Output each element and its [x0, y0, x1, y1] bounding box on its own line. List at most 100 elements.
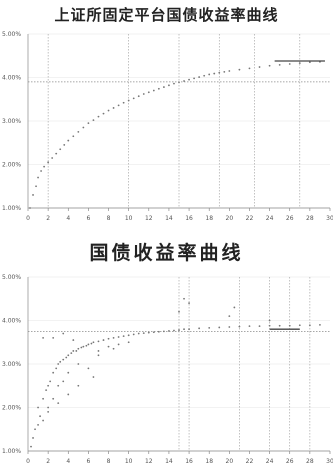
data-point	[278, 63, 281, 66]
data-point	[132, 333, 135, 336]
data-point	[127, 99, 130, 102]
data-point	[238, 325, 241, 328]
data-point	[67, 354, 70, 357]
x-tick-label: 2	[46, 215, 50, 222]
data-point	[178, 329, 180, 331]
y-tick-label: 1.00%	[2, 448, 21, 455]
data-point	[208, 73, 211, 76]
data-point	[34, 428, 36, 431]
x-tick-label: 10	[125, 458, 133, 465]
data-point	[55, 152, 58, 155]
data-point	[288, 63, 291, 65]
data-point	[92, 119, 95, 122]
chart-title: 上证所固定平台国债收益率曲线	[54, 6, 279, 24]
data-point	[163, 86, 165, 88]
data-point	[42, 419, 44, 422]
y-tick-label: 5.00%	[2, 274, 21, 281]
chart-plot: 1.00%2.00%3.00%4.00%5.00%0 2 4 6 8 10 12 14 16 18…	[2, 274, 333, 465]
data-point	[188, 302, 190, 304]
data-point	[52, 337, 55, 339]
data-point	[228, 70, 231, 72]
data-point	[203, 74, 206, 77]
x-tick-label: 16	[185, 215, 193, 222]
data-point	[72, 339, 75, 341]
chart-title: 国债收益率曲线	[89, 242, 244, 264]
x-tick-label: 6	[86, 458, 90, 465]
data-point	[163, 330, 165, 333]
data-point	[57, 402, 60, 405]
x-tick-label: 8	[107, 458, 111, 465]
data-point	[97, 115, 100, 118]
data-point	[107, 109, 110, 112]
data-point	[183, 297, 185, 300]
x-tick-label: 26	[286, 215, 294, 222]
x-tick-label: 20	[226, 458, 234, 465]
x-tick-label: 18	[205, 215, 213, 222]
data-point	[37, 424, 39, 426]
data-point	[288, 324, 291, 327]
data-point	[147, 331, 150, 334]
data-point	[142, 93, 145, 95]
x-tick-label: 30	[326, 215, 333, 222]
data-point	[62, 380, 65, 383]
data-point	[32, 194, 34, 196]
data-point	[127, 341, 130, 344]
data-point	[42, 337, 44, 339]
x-tick-label: 22	[246, 458, 254, 465]
data-point	[40, 170, 42, 172]
data-point	[157, 87, 160, 90]
data-point	[67, 371, 70, 374]
y-tick-label: 4.00%	[2, 318, 21, 325]
x-tick-label: 6	[86, 215, 90, 222]
data-point	[122, 335, 125, 338]
data-point	[63, 144, 66, 146]
data-point	[59, 148, 62, 151]
y-tick-label: 5.00%	[2, 31, 21, 38]
data-point	[30, 445, 32, 448]
x-tick-label: 16	[185, 458, 193, 465]
y-tick-label: 4.00%	[2, 75, 21, 82]
data-point	[137, 332, 140, 335]
data-point	[43, 165, 46, 168]
y-tick-label: 1.00%	[2, 205, 21, 212]
data-point	[278, 324, 281, 327]
y-tick-label: 3.00%	[2, 118, 21, 125]
data-point	[47, 410, 50, 413]
x-tick-label: 0	[26, 215, 30, 222]
x-tick-label: 0	[26, 458, 30, 465]
x-tick-label: 8	[107, 215, 111, 222]
data-point	[39, 415, 41, 418]
data-point	[65, 356, 68, 359]
chart-plot: 1.00%2.00%3.00%4.00%5.00%0 2 4 6 8 10 12 14 16 18…	[2, 31, 333, 222]
x-tick-label: 4	[66, 458, 70, 465]
data-point	[178, 310, 180, 313]
data-point	[112, 107, 115, 109]
data-point	[178, 81, 180, 84]
data-point	[77, 347, 80, 350]
data-point	[87, 343, 90, 346]
data-point	[51, 157, 54, 159]
x-tick-label: 24	[266, 215, 274, 222]
x-tick-label: 14	[165, 458, 173, 465]
data-point	[213, 72, 216, 75]
data-point	[87, 367, 90, 370]
x-tick-label: 14	[165, 215, 173, 222]
data-point	[97, 354, 100, 357]
data-point	[308, 61, 311, 64]
x-tick-label: 12	[145, 458, 153, 465]
data-point	[112, 337, 115, 339]
data-point	[55, 367, 58, 370]
data-point	[258, 66, 261, 68]
chart-panel-1: 上证所固定平台国债收益率曲线 1.00% 2.00% 3.00% 4.00% 5.00%…	[0, 0, 333, 231]
data-point	[67, 393, 70, 396]
data-point	[223, 70, 226, 73]
data-point	[77, 384, 80, 387]
data-point	[42, 397, 44, 400]
data-point	[85, 344, 88, 347]
data-point	[308, 324, 311, 327]
data-point	[107, 345, 110, 348]
data-point	[52, 397, 55, 400]
data-point	[47, 161, 50, 164]
data-point	[147, 91, 150, 94]
data-point	[72, 350, 75, 352]
